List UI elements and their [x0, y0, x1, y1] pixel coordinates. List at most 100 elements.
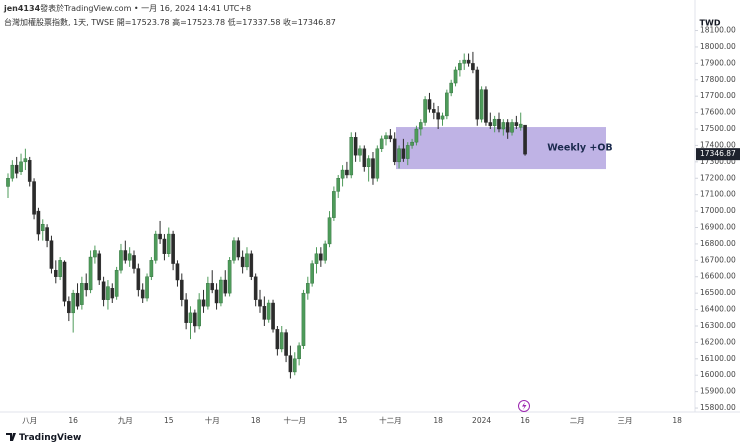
ohlc-value: 17346.87 — [298, 18, 336, 27]
candle-body — [349, 137, 354, 176]
candle-body — [466, 59, 471, 64]
lightning — [522, 402, 527, 410]
candle-body — [314, 253, 319, 264]
candle-body — [271, 302, 275, 330]
candle-body — [227, 260, 232, 294]
last-price-box — [696, 148, 740, 161]
candle-body — [292, 358, 297, 373]
candle-body — [345, 169, 349, 176]
ohlc-label: 高= — [172, 17, 187, 27]
logo-text: TradingView — [19, 433, 81, 443]
candle-body — [53, 269, 58, 277]
candle-body — [332, 191, 336, 218]
candle-body — [14, 164, 19, 174]
x-tick-label: 三月 — [617, 416, 632, 425]
candle-body — [405, 145, 410, 159]
candle-body — [140, 289, 145, 299]
candle-body — [23, 158, 28, 163]
candle-body — [149, 260, 154, 277]
candle-body — [236, 240, 241, 258]
candle-body — [323, 243, 327, 261]
candle-body — [188, 312, 193, 323]
x-tick-label: 15 — [338, 416, 348, 425]
candle-body — [6, 178, 10, 187]
candle-body — [306, 283, 310, 294]
y-tick-label: 16900.00 — [700, 223, 736, 232]
candle-body — [479, 89, 484, 120]
candle-body — [297, 345, 301, 360]
candle-body — [93, 250, 97, 258]
candle-body — [71, 292, 75, 314]
candle-body — [327, 217, 332, 245]
y-tick-label: 17800.00 — [700, 75, 736, 84]
author: jen4134 — [3, 4, 41, 13]
y-tick-label: 16400.00 — [700, 305, 736, 314]
x-tick-label: 九月 — [118, 416, 133, 425]
candle-body — [184, 299, 188, 323]
candle-body — [201, 299, 206, 307]
candle-body — [488, 122, 493, 126]
x-tick-label: 十二月 — [379, 415, 402, 425]
candle-body — [166, 233, 171, 254]
candle-body — [366, 158, 371, 167]
x-tick-label: 15 — [164, 416, 174, 425]
y-tick-label: 16200.00 — [700, 337, 736, 346]
candle-body — [158, 233, 162, 240]
candle-body — [471, 63, 475, 71]
candle-body — [436, 112, 440, 120]
publish-line: jen4134發表於TradingView.com • 一月 16, 2024 … — [3, 3, 251, 13]
x-tick-label: 十月 — [205, 415, 220, 425]
candle-body — [245, 253, 249, 268]
candle-body — [401, 148, 406, 159]
candle-body — [518, 123, 523, 128]
candle-body — [258, 299, 262, 307]
candle-body — [432, 109, 436, 113]
candle-body — [58, 260, 62, 277]
x-tick-label: 18 — [433, 416, 443, 425]
x-tick-label: 八月 — [22, 416, 37, 425]
y-tick-label: 18100.00 — [700, 26, 736, 35]
currency: TWD — [700, 19, 721, 28]
candle-body — [40, 224, 45, 231]
published: 發表於TradingView.com • 一月 16, 2024 14:41 U… — [40, 3, 251, 13]
candle-body — [392, 138, 397, 163]
y-tick-label: 16100.00 — [700, 354, 736, 363]
candle-body — [510, 122, 514, 133]
candle-body — [340, 169, 345, 179]
candle-body — [223, 279, 228, 294]
candle-body — [284, 332, 288, 356]
y-tick-label: 17300.00 — [700, 157, 736, 166]
candle-body — [253, 276, 258, 300]
candle-body — [197, 299, 201, 327]
x-tick-label: 16 — [520, 416, 530, 425]
candle-body — [445, 92, 449, 117]
candle-body — [266, 302, 271, 320]
y-tick-label: 16600.00 — [700, 272, 736, 281]
ohlc-value: 17523.78 — [131, 18, 169, 27]
candle-body — [319, 253, 323, 261]
y-tick-label: 17200.00 — [700, 173, 736, 182]
logo[interactable]: TradingView — [6, 433, 81, 443]
candle-body — [288, 355, 293, 373]
candle-body — [219, 279, 223, 304]
candle-body — [310, 263, 314, 284]
candle-body — [453, 69, 458, 84]
symbol-line: 台灣加權股票指數, 1天, TWSE 開=17523.78 高=17523.78… — [4, 17, 336, 27]
plot-area: Weekly +OB — [6, 51, 613, 379]
candle-body — [262, 306, 267, 320]
candle-body — [36, 210, 41, 235]
event-marker[interactable] — [518, 400, 530, 412]
candle-body — [418, 122, 423, 130]
candle-body — [397, 148, 401, 163]
candle-body — [414, 128, 419, 143]
candle-body — [132, 255, 136, 269]
candle-body — [75, 292, 80, 307]
candle-body — [32, 181, 36, 215]
candle-body — [427, 99, 432, 110]
y-tick-label: 18000.00 — [700, 42, 736, 51]
candle-body — [114, 269, 119, 297]
candle-body — [379, 138, 384, 149]
candle-body — [353, 137, 358, 156]
